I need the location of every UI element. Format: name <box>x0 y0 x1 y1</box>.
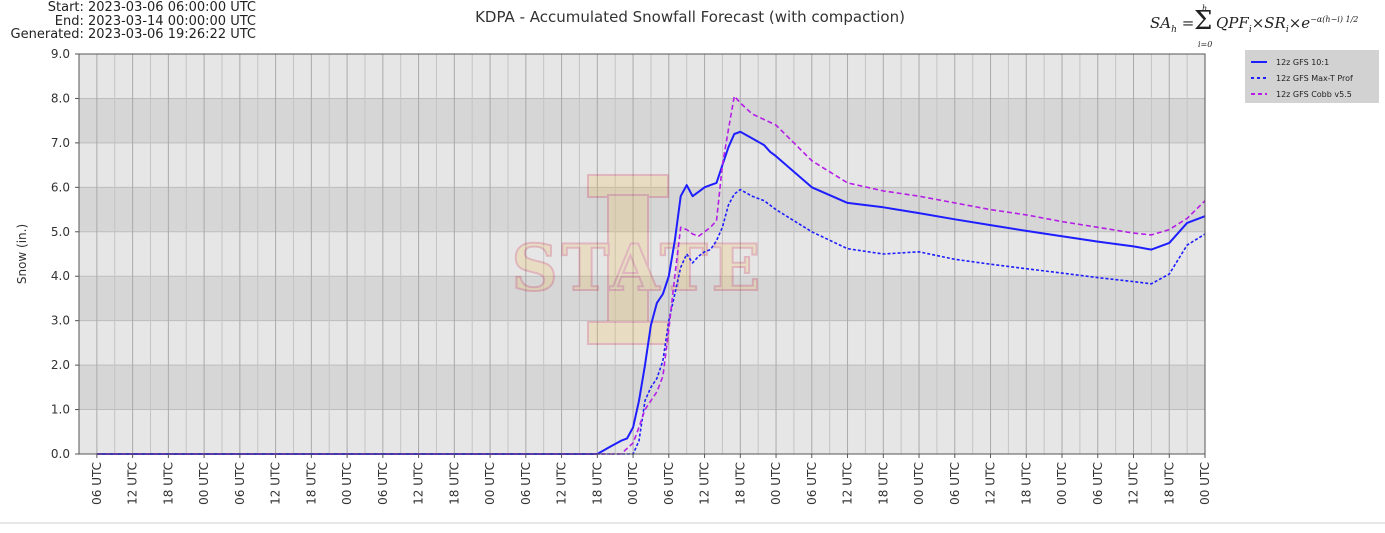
x-tick-label: 06 UTC <box>948 462 962 505</box>
x-tick-label: 12 UTC <box>841 462 855 505</box>
y-tick-label: 1.0 <box>51 403 70 417</box>
x-tick-label: 00 UTC <box>483 462 497 505</box>
x-tick-label: 12 UTC <box>126 462 140 505</box>
x-tick-label: 12 UTC <box>1127 462 1141 505</box>
x-tick-label: 18 UTC <box>590 462 604 505</box>
plot-band <box>79 187 1205 232</box>
x-tick-label: 00 UTC <box>1055 462 1069 505</box>
y-tick-label: 5.0 <box>51 225 70 239</box>
sigma-icon: Σ <box>1194 6 1213 36</box>
plot-band <box>79 320 1205 366</box>
x-tick-label: 06 UTC <box>376 462 390 505</box>
x-tick-label: 06 UTC <box>662 462 676 505</box>
start-time: Start: 2023-03-06 06:00:00 UTC <box>48 0 256 15</box>
x-tick-label: 18 UTC <box>876 462 890 505</box>
end-time: End: 2023-03-14 00:00:00 UTC <box>55 14 256 29</box>
y-tick-label: 2.0 <box>51 358 70 372</box>
x-tick-label: 18 UTC <box>1162 462 1176 505</box>
x-tick-label: 00 UTC <box>197 462 211 505</box>
vertical-gridlines <box>96 54 1206 454</box>
y-axis-label: Snow (in.) <box>15 224 29 284</box>
x-tick-label: 06 UTC <box>90 462 104 505</box>
series-line-3 <box>96 95 1206 455</box>
x-tick-label: 12 UTC <box>269 462 283 505</box>
x-tick-label: 18 UTC <box>733 462 747 505</box>
plot-band <box>79 276 1205 321</box>
y-tick-label: 8.0 <box>51 91 70 105</box>
legend-box <box>1245 50 1379 103</box>
watermark-text: STATE <box>512 231 765 306</box>
watermark-i-bottom <box>587 321 669 345</box>
x-tick-label: 00 UTC <box>1198 462 1212 505</box>
y-tick-label: 0.0 <box>51 447 70 461</box>
series-line-1 <box>96 130 1206 455</box>
generated-time: Generated: 2023-03-06 19:26:22 UTC <box>11 27 256 42</box>
formula-sum-top: h <box>1202 4 1208 13</box>
x-tick-label: 12 UTC <box>412 462 426 505</box>
snow-accumulation-formula: SAh = h Σ i=0 QPFi×SRi×e−α(h−i) 1/2 <box>1150 2 1370 54</box>
watermark-i-top <box>587 174 669 198</box>
x-tick-label: 00 UTC <box>340 462 354 505</box>
x-tick-label: 12 UTC <box>555 462 569 505</box>
x-tick-label: 06 UTC <box>233 462 247 505</box>
y-tick-label: 4.0 <box>51 269 70 283</box>
x-tick-label: 18 UTC <box>304 462 318 505</box>
formula-body: QPFi×SRi×e−α(h−i) 1/2 <box>1216 14 1359 35</box>
isu-watermark: STATE <box>511 174 765 345</box>
x-tick-label: 12 UTC <box>698 462 712 505</box>
x-tick-label: 06 UTC <box>1091 462 1105 505</box>
legend-label: 12z GFS 10:1 <box>1276 58 1329 67</box>
plot-band <box>79 142 1205 188</box>
plot-band <box>79 54 1205 99</box>
y-axis: 0.0 1.0 2.0 3.0 4.0 5.0 6.0 7.0 8.0 9.0 <box>51 47 79 461</box>
x-tick-label: 00 UTC <box>769 462 783 505</box>
plot-band <box>79 231 1205 277</box>
legend-label: 12z GFS Max-T Prof <box>1276 74 1353 83</box>
x-axis: 06 UTC 12 UTC 18 UTC 00 UTC 06 UTC 12 UTC 18 U… <box>90 454 1212 505</box>
formula-lhs: SAh = <box>1150 14 1195 35</box>
plot-band <box>79 409 1205 454</box>
x-tick-label: 18 UTC <box>447 462 461 505</box>
watermark-i-stem <box>607 194 649 326</box>
x-tick-label: 00 UTC <box>626 462 640 505</box>
chart-title: KDPA - Accumulated Snowfall Forecast (wi… <box>475 8 905 26</box>
x-tick-label: 18 UTC <box>161 462 175 505</box>
x-tick-label: 06 UTC <box>805 462 819 505</box>
x-tick-label: 18 UTC <box>1019 462 1033 505</box>
y-tick-label: 9.0 <box>51 47 70 61</box>
series-lines <box>96 95 1206 455</box>
y-tick-label: 7.0 <box>51 136 70 150</box>
legend: 12z GFS 10:1 12z GFS Max-T Prof 12z GFS Co… <box>1245 50 1379 103</box>
x-tick-label: 06 UTC <box>519 462 533 505</box>
x-tick-label: 00 UTC <box>912 462 926 505</box>
plot-frame <box>78 53 1206 455</box>
legend-label: 12z GFS Cobb v5.5 <box>1276 90 1352 99</box>
formula-sum-bottom: i=0 <box>1198 40 1213 49</box>
x-tick-label: 12 UTC <box>984 462 998 505</box>
y-tick-label: 6.0 <box>51 180 70 194</box>
plot-background-bands <box>79 53 1205 455</box>
series-line-2 <box>96 188 1206 455</box>
plot-band <box>79 98 1205 143</box>
y-tick-label: 3.0 <box>51 314 70 328</box>
